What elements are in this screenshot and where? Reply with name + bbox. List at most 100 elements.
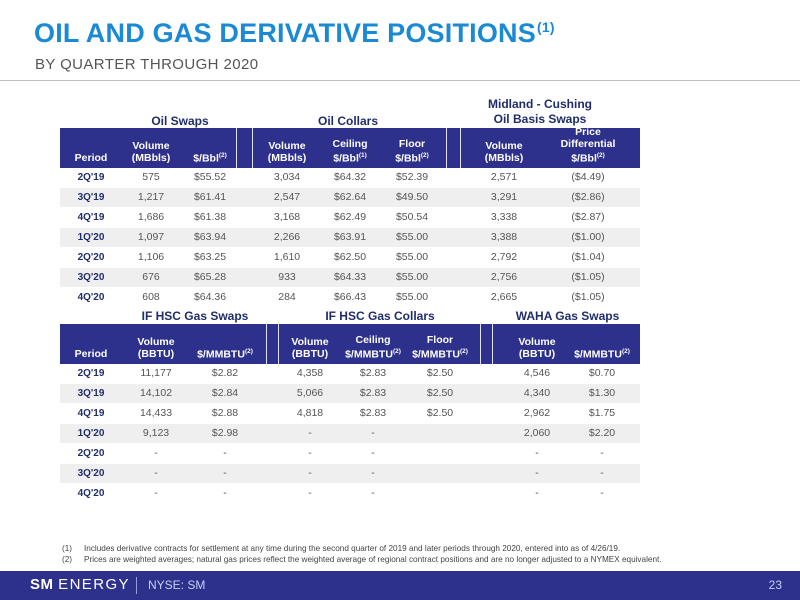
cell-floor: $50.54 — [395, 211, 429, 223]
cell-gas-swap-volume: 14,102 — [139, 387, 173, 399]
cell-ceiling: $64.32 — [333, 171, 367, 183]
cell-period: 4Q'20 — [77, 488, 105, 499]
cell-waha-volume: 2,962 — [523, 407, 551, 419]
cell-gas-collar-volume: - — [308, 487, 312, 499]
cell-differential: ($2.86) — [571, 191, 605, 203]
cell-gas-floor: $2.50 — [426, 387, 454, 399]
cell-waha-volume: - — [535, 447, 539, 459]
cell-differential: ($1.05) — [571, 271, 605, 283]
cell-gas-swap-volume: 11,177 — [140, 367, 172, 379]
cell-gas-swap-volume: - — [154, 447, 158, 459]
gas-table-header: Period Volume (BBTU) $/MMBTU(2) Volume (BB… — [60, 324, 640, 364]
col-header-basis-volume: Volume (MBbls) — [484, 140, 524, 164]
col-header-gas-ceiling: Ceiling $/MMBTU(2) — [345, 333, 401, 361]
cell-period: 1Q'20 — [77, 232, 105, 243]
cell-basis-volume: 2,792 — [490, 251, 518, 263]
col-header-period: Period — [74, 348, 108, 360]
gas-table-row: 1Q'20 9,123 $2.98 - - 2,060 $2.20 — [60, 424, 640, 443]
oil-table-row: 4Q'20 608 $64.36 284 $66.43 $55.00 2,665 ($1.05… — [60, 288, 640, 307]
cell-ceiling: $62.49 — [333, 211, 367, 223]
gas-table-row: 3Q'20 - - - - - - — [60, 464, 640, 483]
cell-waha-volume: - — [535, 467, 539, 479]
cell-differential: ($1.04) — [571, 251, 605, 263]
cell-gas-ceiling: $2.83 — [359, 367, 387, 379]
cell-period: 3Q'19 — [77, 388, 105, 399]
cell-gas-collar-volume: 4,818 — [296, 407, 324, 419]
cell-waha-price: $2.20 — [588, 427, 616, 439]
footnote-2: (2) Prices are weighted averages; natural… — [62, 555, 662, 564]
cell-basis-volume: 3,338 — [490, 211, 518, 223]
cell-swap-price: $63.94 — [193, 231, 227, 243]
oil-table-row: 2Q'20 1,106 $63.25 1,610 $62.50 $55.00 2,792 ($… — [60, 248, 640, 267]
col-header-ceiling: Ceiling $/Bbl(1) — [332, 137, 368, 165]
cell-collar-volume: 2,547 — [273, 191, 301, 203]
cell-waha-volume: 4,340 — [523, 387, 551, 399]
header-divider — [492, 324, 493, 364]
cell-collar-volume: 284 — [278, 291, 296, 303]
header-divider — [480, 324, 481, 364]
cell-swap-price: $61.38 — [193, 211, 227, 223]
col-header-differential: Price Differential $/Bbl(2) — [560, 125, 616, 165]
cell-differential: ($2.87) — [571, 211, 605, 223]
group-label-basis-line2: Oil Basis Swaps — [493, 112, 587, 126]
cell-gas-collar-volume: - — [308, 447, 312, 459]
cell-waha-volume: 4,546 — [523, 367, 551, 379]
col-header-waha-volume: Volume (BBTU) — [518, 336, 556, 360]
title-divider — [0, 80, 800, 81]
col-header-floor: Floor $/Bbl(2) — [395, 137, 429, 165]
cell-period: 4Q'19 — [77, 212, 105, 223]
cell-ceiling: $62.50 — [333, 251, 367, 263]
cell-gas-collar-volume: 5,066 — [296, 387, 324, 399]
cell-collar-volume: 2,266 — [273, 231, 301, 243]
oil-table-row: 4Q'19 1,686 $61.38 3,168 $62.49 $50.54 3,338 ($… — [60, 208, 640, 227]
gas-table-row: 2Q'19 11,177 $2.82 4,358 $2.83 $2.50 4,546 $0.7… — [60, 364, 640, 383]
group-label-oil-collars: Oil Collars — [317, 114, 379, 128]
group-label-waha-swaps: WAHA Gas Swaps — [515, 309, 620, 323]
cell-period: 3Q'20 — [77, 272, 105, 283]
cell-ceiling: $63.91 — [333, 231, 367, 243]
cell-basis-volume: 2,665 — [490, 291, 518, 303]
cell-basis-volume: 3,291 — [490, 191, 518, 203]
gas-table-row: 2Q'20 - - - - - - — [60, 444, 640, 463]
cell-gas-ceiling: $2.83 — [359, 387, 387, 399]
page-title: OIL AND GAS DERIVATIVE POSITIONS(1) — [34, 18, 555, 48]
cell-period: 4Q'20 — [77, 292, 105, 303]
col-header-gas-floor: Floor $/MMBTU(2) — [412, 333, 468, 361]
cell-period: 1Q'20 — [77, 428, 105, 439]
cell-gas-swap-price: - — [223, 487, 227, 499]
group-label-if-hsc-swaps: IF HSC Gas Swaps — [141, 309, 249, 323]
company-logo: SM ENERGY — [30, 576, 130, 593]
cell-swap-price: $64.36 — [193, 291, 227, 303]
col-header-period: Period — [74, 152, 108, 164]
oil-table-header: Period Volume (MBbls) $/Bbl(2) Volume (MBb… — [60, 125, 640, 168]
cell-swap-volume: 676 — [142, 271, 160, 283]
footnote-1: (1) Includes derivative contracts for set… — [62, 544, 621, 553]
cell-gas-swap-price: $2.88 — [211, 407, 239, 419]
oil-table-row: 3Q'19 1,217 $61.41 2,547 $62.64 $49.50 3,291 ($… — [60, 188, 640, 207]
cell-gas-swap-price: $2.98 — [211, 427, 239, 439]
header-divider — [446, 128, 447, 168]
group-label-basis-line1: Midland - Cushing — [488, 97, 592, 111]
cell-gas-swap-volume: - — [154, 467, 158, 479]
cell-gas-ceiling: $2.83 — [359, 407, 387, 419]
cell-swap-price: $63.25 — [193, 251, 227, 263]
col-header-collar-volume: Volume (MBbls) — [267, 140, 307, 164]
cell-gas-ceiling: - — [371, 487, 375, 499]
footer-bar — [0, 571, 800, 600]
cell-basis-volume: 2,756 — [490, 271, 518, 283]
cell-gas-swap-price: - — [223, 467, 227, 479]
cell-floor: $55.00 — [395, 291, 429, 303]
cell-period: 2Q'20 — [77, 252, 105, 263]
cell-waha-price: - — [600, 447, 604, 459]
page-subtitle: BY QUARTER THROUGH 2020 — [35, 56, 259, 73]
cell-gas-collar-volume: - — [308, 467, 312, 479]
cell-gas-collar-volume: 4,358 — [296, 367, 324, 379]
cell-waha-price: $0.70 — [588, 367, 616, 379]
group-label-basis-swaps: Midland - Cushing Oil Basis Swaps — [470, 97, 610, 127]
cell-ceiling: $64.33 — [333, 271, 367, 283]
stock-ticker: NYSE: SM — [148, 578, 206, 592]
cell-gas-swap-price: $2.82 — [211, 367, 239, 379]
cell-gas-ceiling: - — [371, 447, 375, 459]
gas-table-row: 4Q'19 14,433 $2.88 4,818 $2.83 $2.50 2,962 $1.7… — [60, 404, 640, 423]
cell-period: 2Q'19 — [77, 368, 105, 379]
